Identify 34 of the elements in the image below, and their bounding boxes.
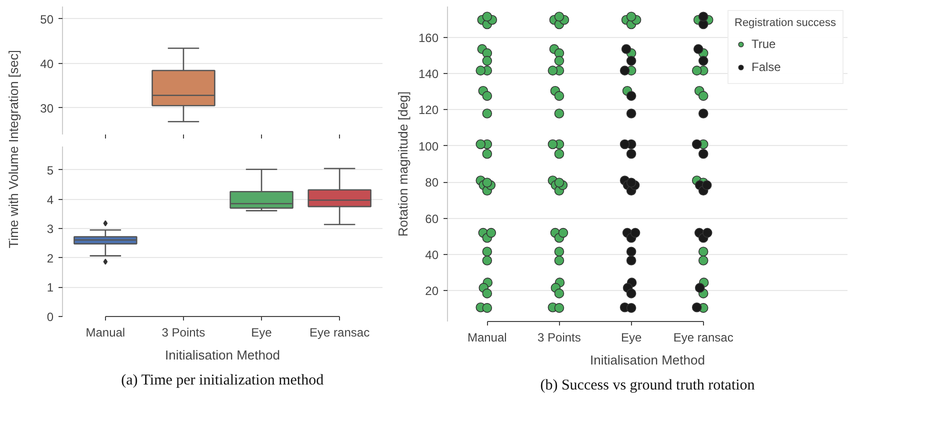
y-tick-label: 4 (46, 192, 54, 207)
x-tick-label: Eye (251, 326, 272, 340)
x-tick-label: Eye ransac (673, 330, 734, 344)
y-axis-title: Rotation magnitude [deg] (395, 91, 410, 237)
legend-label: False (752, 60, 781, 74)
x-tick-label: Manual (467, 330, 507, 344)
text: (a) Time per initialization method (121, 372, 324, 388)
y-axis-title: Time with Volume Integration [sec] (6, 50, 22, 248)
y-tick-label: 2 (46, 251, 54, 266)
x-tick-label: Manual (86, 326, 126, 340)
y-tick-label: 40 (40, 56, 54, 71)
y-tick-label: 140 (418, 66, 439, 81)
y-tick-label: 60 (425, 212, 439, 226)
x-axis-title: Initialisation Method (590, 352, 705, 368)
y-tick-label: 80 (425, 176, 439, 190)
y-tick-label: 0 (46, 310, 54, 324)
y-tick-label: 3 (46, 222, 54, 236)
y-tick-label: 1 (46, 280, 54, 295)
y-tick-label: 120 (418, 103, 439, 118)
x-tick-label: Eye ransac (310, 326, 370, 340)
y-tick-label: 40 (425, 248, 439, 262)
x-tick-label: 3 Points (538, 330, 581, 344)
y-tick-label: 5 (46, 163, 54, 178)
x-tick-label: 3 Points (162, 326, 206, 340)
text: (b) Success vs ground truth rotation (540, 378, 756, 394)
y-tick-label: 50 (40, 12, 54, 26)
y-tick-label: 100 (418, 139, 439, 154)
legend-title: Registration success (734, 17, 836, 29)
y-tick-label: 20 (425, 284, 439, 298)
legend-label: True (752, 37, 776, 51)
x-tick-label: Eye (620, 330, 642, 344)
y-tick-label: 160 (418, 30, 439, 45)
x-axis-title: Initialisation Method (165, 348, 280, 362)
y-tick-label: 30 (40, 101, 54, 116)
